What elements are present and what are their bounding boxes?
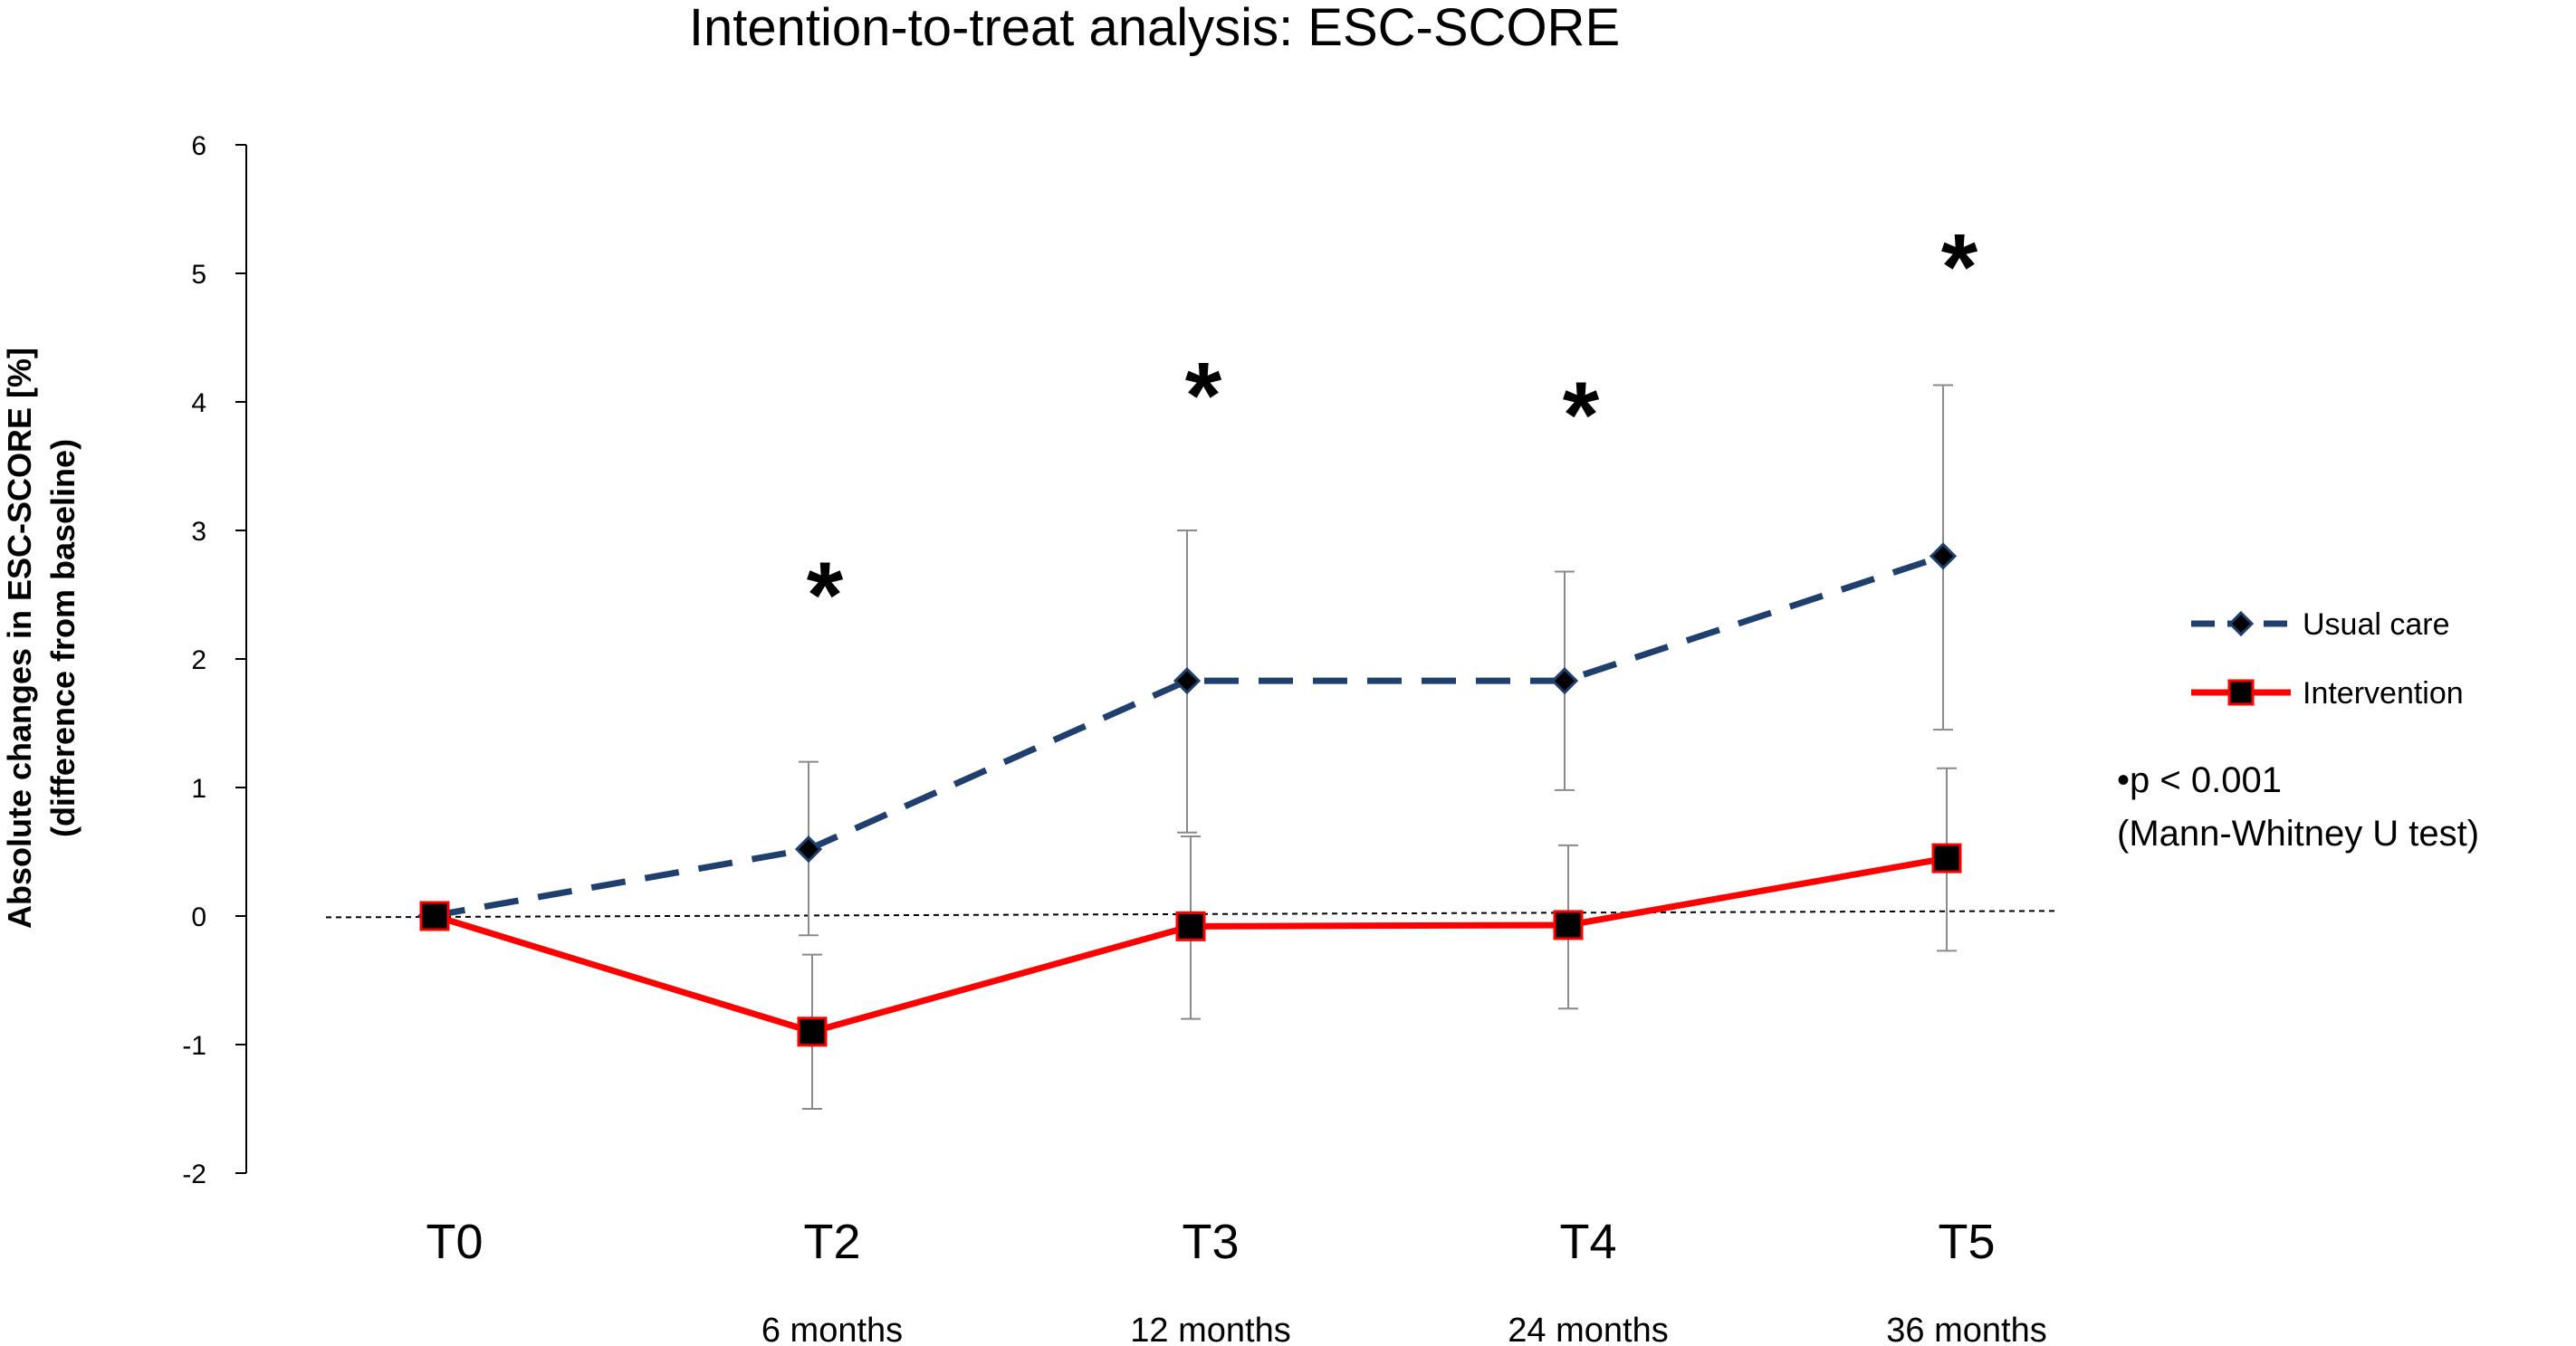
x-category-label: T4 <box>1559 1215 1616 1269</box>
x-sublabel: 36 months <box>1886 1312 2046 1346</box>
annotation-line1: •p < 0.001 <box>2117 760 2282 800</box>
error-bars <box>799 384 1957 1110</box>
legend-marker-square <box>2227 679 2255 706</box>
y-tick-label: 5 <box>191 260 206 290</box>
x-category-label: T2 <box>803 1215 860 1269</box>
legend: Usual care Intervention <box>2191 607 2464 711</box>
y-tick-label: 3 <box>191 517 206 547</box>
intervention-point <box>1175 911 1206 941</box>
x-sublabel: 6 months <box>761 1312 903 1346</box>
legend-marker-diamond <box>2227 610 2255 637</box>
annotation: •p < 0.001 (Mann-Whitney U test) <box>2117 760 2479 854</box>
significance-star: * <box>807 543 844 648</box>
y-tick-label: 1 <box>191 774 206 804</box>
y-tick-label: 4 <box>191 388 206 418</box>
intervention-point <box>1553 910 1584 940</box>
y-tick-label: 2 <box>191 645 206 675</box>
y-axis-label-line2: (difference from baseline) <box>44 439 81 837</box>
y-axis-label: Absolute changes in ESC-SCORE [%] (diffe… <box>1 348 81 929</box>
legend-label: Usual care <box>2303 607 2450 642</box>
y-tick-label: 0 <box>191 902 206 932</box>
chart-title: Intention-to-treat analysis: ESC-SCORE <box>689 0 1620 57</box>
series-line-usual-care <box>430 553 1945 920</box>
annotation-line2: (Mann-Whitney U test) <box>2117 814 2479 854</box>
x-category-label: T3 <box>1182 1215 1239 1269</box>
x-sublabel: 12 months <box>1130 1312 1290 1346</box>
series-lines <box>430 553 1948 1036</box>
intervention-point <box>797 1017 828 1047</box>
x-sublabel: 24 months <box>1508 1312 1668 1346</box>
usual-care-point <box>1929 542 1958 570</box>
axes: 6 5 4 3 2 1 0 -1 -2 <box>182 131 247 1189</box>
legend-label: Intervention <box>2303 676 2464 711</box>
usual-care-point <box>1550 667 1579 695</box>
x-category-label: T5 <box>1938 1215 1995 1269</box>
significance-star: * <box>1941 215 1978 320</box>
significance-star: * <box>1185 344 1222 449</box>
x-axis-labels: T0 T2 6 months T3 12 months T4 24 months T5 36 m… <box>426 1215 2046 1346</box>
y-tick-label: -2 <box>182 1160 206 1189</box>
significance-star: * <box>1563 363 1600 468</box>
usual-care-point <box>1173 667 1202 695</box>
intervention-point <box>1931 843 1962 873</box>
significance-markers: * * * * <box>807 215 1978 648</box>
y-axis-label-line1: Absolute changes in ESC-SCORE [%] <box>1 348 38 929</box>
x-category-label: T0 <box>426 1215 483 1269</box>
y-tick-label: -1 <box>182 1031 206 1061</box>
intervention-point <box>419 901 450 931</box>
y-tick-label: 6 <box>191 131 206 161</box>
usual-care-point <box>794 835 823 864</box>
series-markers <box>417 542 1962 1047</box>
